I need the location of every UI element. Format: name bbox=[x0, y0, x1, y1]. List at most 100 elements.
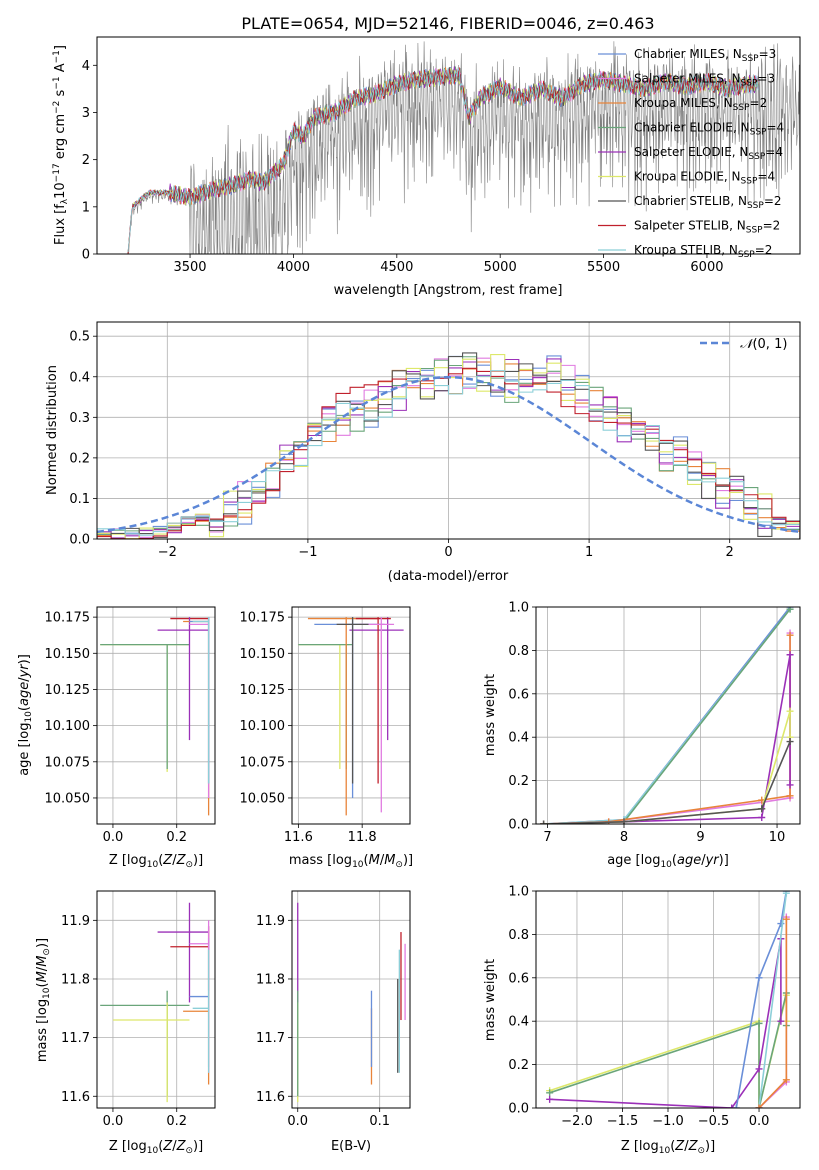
spectrum-ytick-label: 4 bbox=[82, 59, 90, 74]
errorbar-point bbox=[183, 617, 210, 816]
series-marker bbox=[755, 1065, 763, 1073]
residuals-xtick-label: 0 bbox=[444, 545, 452, 560]
series-marker bbox=[786, 631, 794, 639]
massweight-vs-Z-ytick-label: 0.0 bbox=[508, 1102, 529, 1117]
errorbar-point bbox=[336, 617, 369, 784]
errorbar-point bbox=[100, 990, 190, 1097]
errorbar-point bbox=[307, 617, 379, 816]
legend-label: Salpeter STELIB, NSSP=2 bbox=[634, 219, 780, 236]
mass-vs-ebv-x-axis-label: E(B-V) bbox=[331, 1139, 371, 1154]
age-vs-Z-x-axis-label: Z [log10(Z/Z⊙)] bbox=[109, 853, 203, 870]
residuals-y-axis-label: Normed distribution bbox=[45, 365, 60, 495]
age-vs-Z-xtick-label: 0.0 bbox=[103, 830, 124, 845]
series-marker bbox=[758, 813, 766, 821]
massweight-vs-Z-xtick-label: −0.5 bbox=[698, 1114, 730, 1129]
residuals-x-axis-label: (data-model)/error bbox=[388, 569, 509, 584]
mass-vs-ebv-xtick-label: 0.0 bbox=[287, 1114, 308, 1129]
spectrum-xtick-label: 3500 bbox=[173, 260, 206, 275]
series-marker bbox=[546, 1095, 554, 1103]
series-marker bbox=[728, 1104, 736, 1108]
spectrum-ytick-label: 2 bbox=[82, 153, 90, 168]
legend-label: Salpeter MILES, NSSP=3 bbox=[634, 72, 775, 89]
series-line bbox=[543, 741, 791, 824]
legend-label: Kroupa MILES, NSSP=2 bbox=[634, 96, 767, 113]
age-vs-mass-panel: 11.6 11.8 10.050 10.075 10.100 10.125 10.150 10… bbox=[240, 606, 413, 870]
mass-vs-ebv-ytick-label: 11.8 bbox=[256, 972, 285, 987]
series-marker bbox=[777, 1017, 785, 1025]
mass-vs-Z-y-axis-label: mass [log10(M/M⊙)] bbox=[35, 938, 52, 1062]
massweight-vs-Z-ytick-label: 0.8 bbox=[508, 928, 529, 943]
series-marker bbox=[786, 707, 794, 715]
series-marker bbox=[782, 1076, 790, 1084]
massweight-vs-age-xtick-label: 9 bbox=[696, 830, 704, 845]
age-vs-Z-ytick-label: 10.150 bbox=[45, 647, 91, 662]
mass-vs-ebv-ytick-label: 11.6 bbox=[256, 1090, 285, 1105]
massweight-vs-age-x-axis-label: age [log10(age/yr)] bbox=[607, 853, 729, 870]
series-marker bbox=[786, 738, 794, 746]
mass-vs-ebv-ytick-label: 11.9 bbox=[256, 914, 285, 929]
series-marker bbox=[540, 820, 548, 824]
spectrum-xtick-label: 4500 bbox=[380, 260, 413, 275]
series-marker bbox=[758, 805, 766, 813]
age-vs-Z-xtick-label: 0.2 bbox=[166, 830, 187, 845]
figure-title: PLATE=0654, MJD=52146, FIBERID=0046, z=0… bbox=[241, 14, 654, 33]
massweight-vs-Z-panel: −2.0 −1.5 −1.0 −0.5 0.0 0.0 0.2 0.4 0.6 0.8 1.0 Z … bbox=[483, 885, 801, 1156]
series-marker bbox=[620, 818, 628, 824]
errorbar-point bbox=[100, 643, 190, 772]
age-vs-Z-ytick-label: 10.175 bbox=[45, 611, 91, 626]
errorbar-point bbox=[358, 617, 395, 813]
age-vs-Z-y-axis-label: age [log10(age/yr)] bbox=[17, 654, 34, 776]
massweight-vs-Z-ytick-label: 0.6 bbox=[508, 971, 529, 986]
mass-vs-ebv-ytick-label: 11.7 bbox=[256, 1031, 285, 1046]
massweight-vs-Z-ytick-label: 1.0 bbox=[508, 885, 529, 900]
errorbar-point bbox=[157, 902, 209, 1003]
age-vs-mass-ytick-label: 10.150 bbox=[240, 647, 286, 662]
residuals-legend: 𝒩(0, 1) bbox=[700, 337, 787, 352]
residuals-ytick-label: 0.3 bbox=[69, 411, 90, 426]
massweight-vs-Z-xtick-label: −1.0 bbox=[652, 1114, 684, 1129]
massweight-vs-Z-xtick-label: −1.5 bbox=[607, 1114, 639, 1129]
errorbar-point bbox=[189, 617, 210, 798]
histogram-step bbox=[97, 370, 800, 539]
mass-vs-Z-panel: 0.0 0.2 11.6 11.7 11.8 11.9 Z [log10(Z/Z⊙)] m… bbox=[35, 890, 216, 1156]
age-vs-mass-ytick-label: 10.125 bbox=[240, 683, 286, 698]
massweight-vs-Z-y-axis-label: mass weight bbox=[483, 959, 498, 1041]
legend-normal-label: 𝒩(0, 1) bbox=[740, 337, 787, 352]
legend-label: Chabrier ELODIE, NSSP=4 bbox=[634, 121, 784, 138]
residuals-xtick-label: −2 bbox=[158, 545, 177, 560]
spectrum-ytick-label: 3 bbox=[82, 106, 90, 121]
age-vs-Z-ytick-label: 10.075 bbox=[45, 755, 91, 770]
spectrum-xtick-label: 6000 bbox=[690, 260, 723, 275]
massweight-vs-age-ytick-label: 0.8 bbox=[508, 644, 529, 659]
errorbar-point bbox=[192, 617, 210, 784]
legend-label: Chabrier STELIB, NSSP=2 bbox=[634, 194, 782, 211]
normal-curve bbox=[97, 375, 800, 534]
mass-vs-Z-ytick-label: 11.9 bbox=[61, 914, 90, 929]
massweight-vs-age-xtick-label: 8 bbox=[620, 830, 628, 845]
age-vs-mass-ytick-label: 10.175 bbox=[240, 611, 286, 626]
massweight-vs-age-ytick-label: 1.0 bbox=[508, 601, 529, 616]
massweight-vs-age-ytick-label: 0.0 bbox=[508, 818, 529, 833]
spectrum-panel: 3500 4000 4500 5000 5500 6000 0 1 2 3 4 wavelength… bbox=[52, 36, 801, 298]
massweight-vs-Z-xtick-label: −2.0 bbox=[561, 1114, 593, 1129]
massweight-vs-age-ytick-label: 0.4 bbox=[508, 731, 529, 746]
residuals-xtick-label: 2 bbox=[726, 545, 734, 560]
residuals-xtick-label: 1 bbox=[585, 545, 593, 560]
model-spectrum bbox=[127, 67, 759, 253]
series-marker bbox=[782, 915, 790, 923]
age-vs-Z-panel: 0.0 0.2 10.050 10.075 10.100 10.125 10.150 10.1… bbox=[17, 606, 216, 870]
series-marker bbox=[732, 1104, 740, 1108]
series-line bbox=[543, 654, 791, 824]
errorbar-point bbox=[183, 949, 210, 1085]
series-line bbox=[549, 938, 782, 1108]
series-line bbox=[543, 608, 791, 824]
massweight-vs-Z-xtick-label: 0.0 bbox=[749, 1114, 770, 1129]
age-vs-mass-x-axis-label: mass [log10(M/M⊙)] bbox=[289, 853, 413, 870]
legend-label: Kroupa STELIB, NSSP=2 bbox=[634, 243, 772, 260]
massweight-vs-Z-ytick-label: 0.2 bbox=[508, 1058, 529, 1073]
series-marker bbox=[755, 974, 763, 982]
mass-vs-Z-ytick-label: 11.8 bbox=[61, 972, 90, 987]
residuals-panel: −2 −1 0 1 2 0.0 0.1 0.2 0.3 0.4 0.5 (data-model)/e… bbox=[45, 321, 801, 584]
massweight-vs-age-ytick-label: 0.2 bbox=[508, 774, 529, 789]
spectrum-xtick-label: 5000 bbox=[484, 260, 517, 275]
